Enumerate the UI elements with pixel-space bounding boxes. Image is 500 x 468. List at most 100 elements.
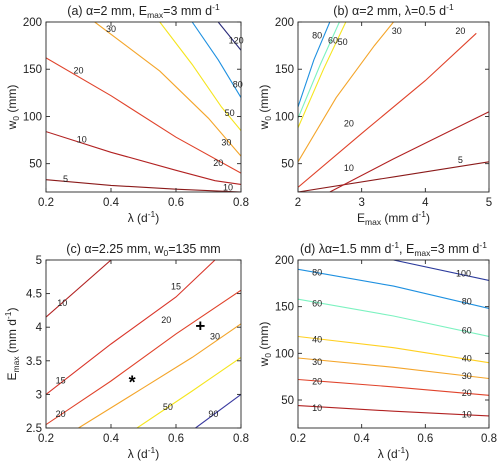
x-axis-label: λ (d-1) xyxy=(128,209,160,225)
contour-label-30: 30 xyxy=(392,26,402,36)
contour-line-30 xyxy=(94,22,241,157)
y-tick-label: 5 xyxy=(36,255,42,267)
contour-label-120: 120 xyxy=(229,35,244,45)
axes-frame xyxy=(297,259,490,429)
contour-label-50: 50 xyxy=(338,37,348,47)
y-tick-label: 200 xyxy=(23,17,42,29)
contour-label-20: 20 xyxy=(455,26,465,36)
x-tick-label: 0.2 xyxy=(290,433,306,445)
x-tick-label: 0.2 xyxy=(38,433,54,445)
contour-label-10: 10 xyxy=(57,298,67,308)
contour-label-60: 60 xyxy=(328,35,338,45)
contour-label-5: 5 xyxy=(63,174,68,184)
contour-line-50 xyxy=(298,22,347,129)
contour-line-20 xyxy=(298,32,477,188)
contour-line-80 xyxy=(191,22,241,98)
contour-label-10: 10 xyxy=(462,409,472,419)
contour-line-10 xyxy=(46,131,241,185)
y-tick-label: 4 xyxy=(36,322,43,334)
plus-marker: + xyxy=(195,317,205,336)
contour-label-20: 20 xyxy=(56,409,66,419)
contour-label-80: 80 xyxy=(312,267,322,277)
y-tick-label: 200 xyxy=(275,255,294,267)
x-tick-label: 0.4 xyxy=(103,197,120,209)
y-tick-label: 3.5 xyxy=(26,356,42,368)
contour-line-90 xyxy=(195,393,241,428)
contour-label-5: 5 xyxy=(458,155,463,165)
x-tick-label: 0.8 xyxy=(481,433,497,445)
axes-frame xyxy=(45,21,242,193)
y-tick-label: 200 xyxy=(275,17,294,29)
contour-line-60 xyxy=(298,298,489,338)
contour-label-15: 15 xyxy=(171,281,181,291)
x-tick-label: 0.4 xyxy=(354,433,371,445)
x-tick-label: 0.6 xyxy=(168,433,184,445)
y-tick-label: 2.5 xyxy=(26,423,42,435)
x-tick-label: 3 xyxy=(358,197,364,209)
y-axis-label: w0 (mm) xyxy=(257,85,273,131)
x-tick-label: 4 xyxy=(422,197,429,209)
contour-line-30 xyxy=(298,22,394,163)
contour-label-90: 90 xyxy=(208,409,218,419)
contour-label-40: 40 xyxy=(462,353,472,363)
panel-a: 5 10 10 20 20 30 30 50 80 120 0.2 0.4 0.6 0.8 50 100 150… xyxy=(5,2,249,225)
panel-title: (c) α=2.25 mm, w0=135 mm xyxy=(66,242,220,258)
contour-label-10: 10 xyxy=(223,183,233,193)
contour-label-40: 40 xyxy=(312,335,322,345)
x-tick-label: 0.8 xyxy=(233,197,249,209)
contour-lines xyxy=(46,22,241,192)
contour-label-10: 10 xyxy=(77,134,87,144)
contour-label-100: 100 xyxy=(456,268,471,278)
contour-label-10: 10 xyxy=(312,403,322,413)
contour-label-50: 50 xyxy=(163,402,173,412)
contour-line-15 xyxy=(46,260,216,395)
contour-label-30: 30 xyxy=(106,24,116,34)
contour-line-20 xyxy=(298,378,489,396)
contour-line-30 xyxy=(298,357,489,380)
y-tick-label: 3 xyxy=(36,389,42,401)
contour-label-60: 60 xyxy=(312,298,322,308)
y-tick-label: 50 xyxy=(281,159,294,171)
contour-line-50 xyxy=(159,22,241,131)
panel-d: 10 10 20 20 30 30 40 40 60 60 80 80 100 0.2 0.4 0.6 0.8 5… xyxy=(257,240,497,461)
y-tick-label: 50 xyxy=(29,159,42,171)
contour-label-20: 20 xyxy=(344,118,354,128)
contour-label-20: 20 xyxy=(462,388,472,398)
contour-lines xyxy=(46,260,241,428)
contour-label-30: 30 xyxy=(221,137,231,147)
contour-line-40 xyxy=(298,335,489,364)
contour-line-20 xyxy=(46,57,241,174)
y-tick-label: 4.5 xyxy=(26,289,42,301)
x-tick-label: 0.2 xyxy=(38,197,54,209)
contour-line-5 xyxy=(298,161,489,192)
star-marker: * xyxy=(129,372,136,392)
x-tick-label: 0.4 xyxy=(103,433,120,445)
contour-line-50 xyxy=(136,356,241,428)
axes-frame xyxy=(45,259,242,429)
y-tick-label: 100 xyxy=(275,348,294,360)
y-tick-label: 100 xyxy=(23,111,42,123)
contour-line-80 xyxy=(298,22,331,108)
contour-label-30: 30 xyxy=(210,332,220,342)
y-tick-label: 150 xyxy=(23,64,42,76)
panel-title: (d) λα=1.5 mm d-1, Emax=3 mm d-1 xyxy=(300,240,487,258)
x-axis-label: λ (d-1) xyxy=(378,445,410,461)
panel-c: 10 15 15 20 20 30 50 90 * +0.2 0.4 0.6 0.8 2.5 3 3.5 4 4.… xyxy=(3,242,249,461)
x-axis-label: Emax (mm d-1) xyxy=(357,209,430,227)
y-axis-label: w0 (mm) xyxy=(257,322,273,368)
contour-line-10 xyxy=(46,260,112,318)
contour-label-20: 20 xyxy=(161,315,171,325)
contour-lines xyxy=(298,260,489,417)
contour-label-20: 20 xyxy=(312,377,322,387)
axes-frame xyxy=(297,21,490,193)
contour-label-20: 20 xyxy=(73,65,83,75)
contour-label-50: 50 xyxy=(225,108,235,118)
contour-lines xyxy=(298,22,489,192)
contour-label-80: 80 xyxy=(462,296,472,306)
panel-title: (b) α=2 mm, λ=0.5 d-1 xyxy=(333,2,454,18)
contour-line-5 xyxy=(46,179,241,192)
y-axis-label: Emax (mm d-1) xyxy=(3,308,21,381)
contour-label-30: 30 xyxy=(312,357,322,367)
